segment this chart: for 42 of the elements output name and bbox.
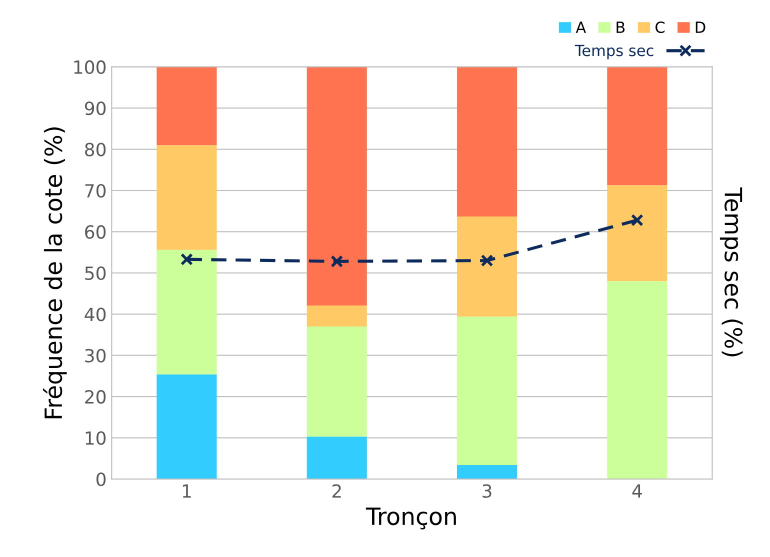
legend-label: B xyxy=(616,22,625,33)
point xyxy=(480,254,494,267)
bar xyxy=(306,66,367,306)
bar xyxy=(156,374,217,480)
y2-axis-title: Temps sec (%) xyxy=(720,187,743,356)
bar xyxy=(156,145,217,250)
legend-label: C xyxy=(656,21,665,34)
bar xyxy=(456,465,518,480)
x-axis-title: Tronçon xyxy=(366,508,456,530)
y-tick-label: 40 xyxy=(84,308,106,322)
y-tick-label: 70 xyxy=(85,184,106,198)
y-tick-label: 30 xyxy=(85,348,106,362)
y-tick-label: 100 xyxy=(74,60,106,74)
bar xyxy=(607,281,668,480)
legend-label: D xyxy=(696,22,706,33)
y-axis-title: Fréquence de la cote (%) xyxy=(42,127,67,418)
x-tick-label: 3 xyxy=(482,484,492,498)
y-tick-label: 60 xyxy=(85,225,106,239)
bar xyxy=(456,66,518,216)
bar xyxy=(306,305,367,327)
legend-label: A xyxy=(576,22,586,33)
text: Temps sec xyxy=(574,44,654,60)
bar xyxy=(306,326,367,437)
point xyxy=(180,253,193,266)
y-tick-label: 0 xyxy=(96,472,106,486)
bar xyxy=(456,316,518,466)
y-tick-label: 10 xyxy=(86,431,106,445)
x-tick-label: 4 xyxy=(632,484,642,498)
x-tick-label: 1 xyxy=(182,484,191,498)
point xyxy=(630,214,644,226)
bar xyxy=(306,436,367,480)
bar xyxy=(456,216,518,317)
x-tick-label: 2 xyxy=(332,484,341,498)
bar xyxy=(156,66,217,146)
point xyxy=(330,255,344,268)
y-tick-label: 50 xyxy=(85,266,106,280)
y-tick-label: 90 xyxy=(84,102,106,116)
bar xyxy=(607,66,668,186)
bar xyxy=(607,185,668,282)
y-tick-label: 80 xyxy=(85,142,106,156)
y-tick-label: 20 xyxy=(85,390,106,404)
bar xyxy=(156,250,217,374)
